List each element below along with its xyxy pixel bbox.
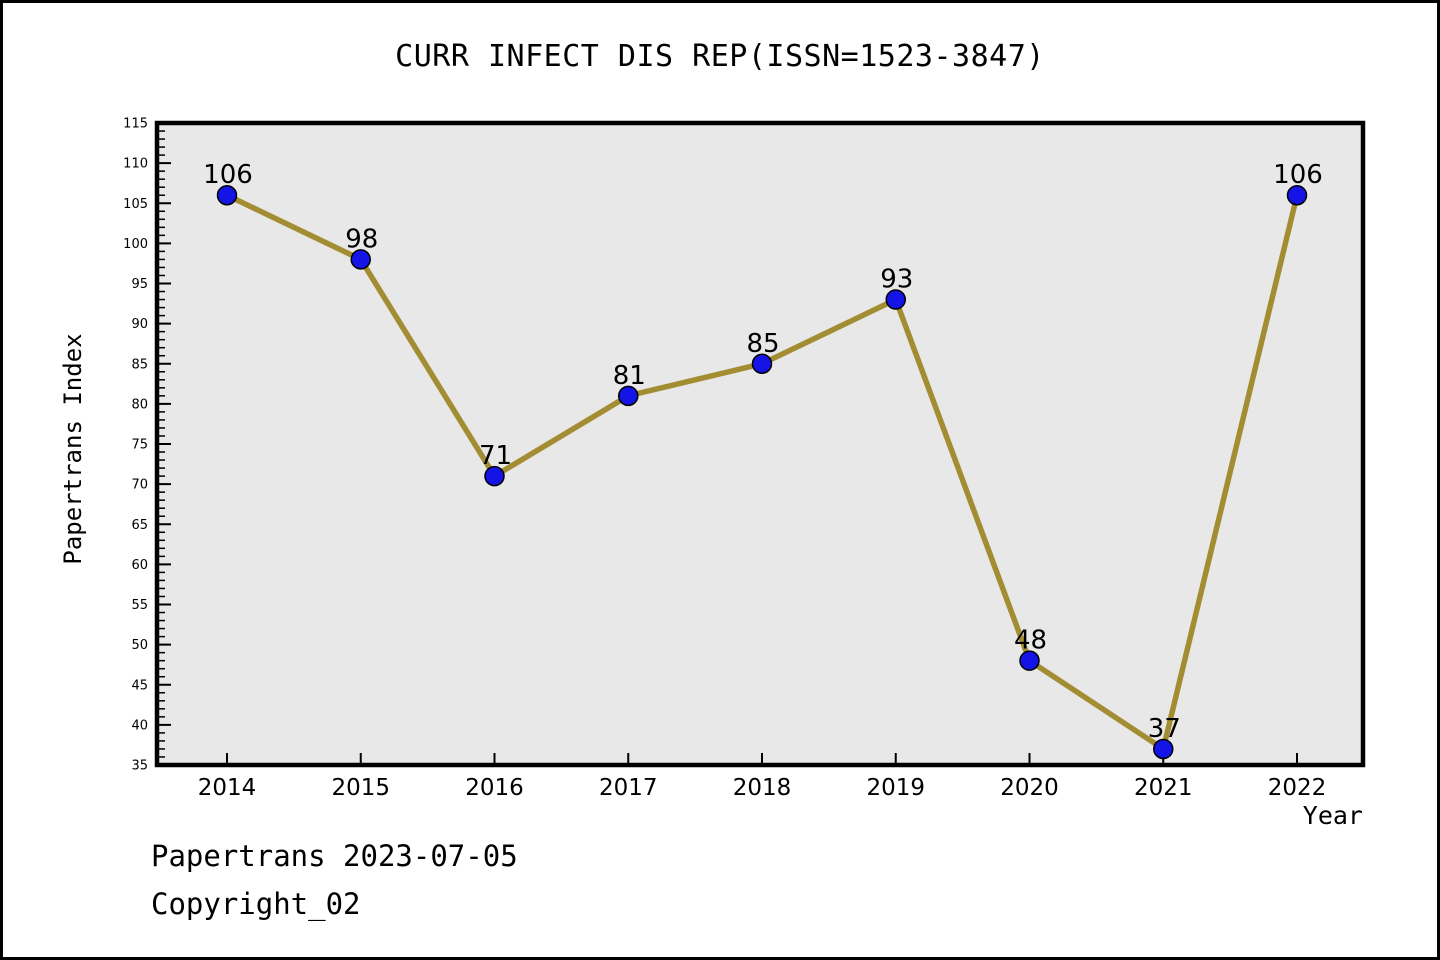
data-point-label: 37	[1148, 714, 1181, 744]
data-point	[751, 353, 773, 374]
x-tick-label: 2017	[599, 775, 658, 801]
data-point-label: 71	[479, 441, 512, 471]
y-tick-label: 60	[131, 558, 148, 573]
y-tick-label: 80	[131, 397, 148, 412]
data-point	[618, 385, 639, 407]
y-tick-label: 70	[131, 478, 148, 493]
line-chart: 35 40 45 50 55 60 65 70 75 80 85 90 95 100 105 110 115 20…	[59, 117, 1366, 830]
y-tick-label: 85	[131, 357, 148, 372]
y-tick-label: 55	[131, 598, 148, 613]
data-point	[885, 289, 906, 310]
data-point-label: 48	[1014, 626, 1047, 656]
data-point-label: 85	[746, 329, 779, 359]
chart-title: CURR INFECT DIS REP(ISSN=1523-3847)	[395, 39, 1045, 74]
x-tick-label: 2022	[1268, 775, 1327, 801]
data-point	[216, 184, 238, 206]
y-tick-label: 100	[123, 237, 148, 252]
data-point	[1019, 650, 1040, 671]
data-point	[1286, 184, 1308, 206]
x-tick-label: 2015	[331, 775, 390, 801]
footer-source-date: Papertrans 2023-07-05	[151, 839, 518, 873]
y-tick-label: 75	[131, 438, 148, 453]
data-point-label: 93	[880, 265, 913, 295]
x-tick-label: 2020	[1000, 775, 1059, 801]
footer-copyright: Copyright_02	[151, 887, 361, 921]
y-tick-label: 95	[131, 277, 148, 292]
data-point-label: 106	[203, 160, 253, 190]
data-point-label: 81	[613, 361, 646, 391]
plot-frame	[154, 120, 1366, 768]
x-tick-label: 2016	[465, 775, 524, 801]
y-tick-label: 35	[131, 759, 148, 774]
x-tick-label: 2018	[733, 775, 792, 801]
y-tick-label: 45	[131, 678, 148, 693]
y-tick-label: 90	[131, 317, 148, 332]
y-axis-label: Papertrans Index	[59, 333, 87, 564]
x-axis-label: Year	[1303, 801, 1363, 830]
y-tick-label: 50	[131, 638, 148, 653]
data-point-label: 106	[1273, 160, 1323, 190]
data-point-label: 98	[345, 224, 378, 254]
x-tick-label: 2021	[1134, 775, 1193, 801]
y-tick-label: 40	[131, 718, 148, 733]
x-tick-label: 2019	[866, 775, 925, 801]
y-tick-label: 110	[123, 157, 148, 172]
plot-area-group: 35 40 45 50 55 60 65 70 75 80 85 90 95 100 105 110 115 20…	[123, 117, 1366, 801]
data-point	[350, 249, 371, 270]
data-point	[1153, 738, 1174, 760]
plot-background	[157, 123, 1363, 765]
x-tick-label: 2014	[198, 775, 257, 801]
y-tick-label: 105	[123, 197, 148, 212]
data-point	[484, 465, 505, 487]
y-tick-label: 65	[131, 518, 148, 533]
y-tick-label: 115	[123, 117, 148, 132]
